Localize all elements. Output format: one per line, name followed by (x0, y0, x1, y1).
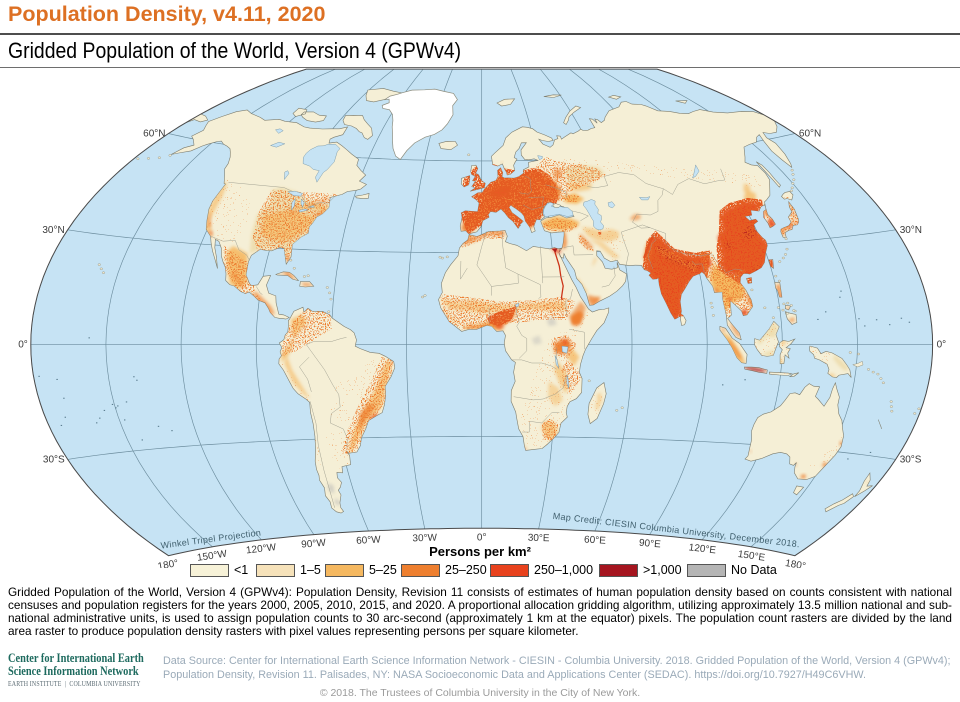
svg-text:60°E: 60°E (584, 534, 607, 546)
svg-text:30°N: 30°N (42, 225, 64, 236)
svg-text:150°E: 150°E (737, 549, 766, 564)
svg-text:180°: 180° (157, 558, 179, 568)
svg-text:150°W: 150°W (196, 549, 228, 564)
svg-text:90°E: 90°E (639, 538, 662, 551)
svg-text:0°: 0° (477, 532, 487, 543)
svg-text:60°W: 60°W (356, 534, 382, 546)
svg-text:30°S: 30°S (43, 454, 65, 465)
svg-text:120°E: 120°E (688, 542, 717, 556)
svg-text:0°: 0° (18, 340, 28, 351)
svg-text:180°: 180° (784, 558, 806, 568)
svg-text:90°W: 90°W (301, 538, 327, 551)
svg-text:60°N: 60°N (799, 129, 821, 140)
svg-text:0°: 0° (937, 340, 947, 351)
svg-text:30°S: 30°S (900, 454, 922, 465)
svg-text:30°W: 30°W (412, 533, 437, 545)
svg-text:120°W: 120°W (245, 542, 277, 556)
svg-text:30°N: 30°N (900, 225, 922, 236)
svg-text:60°N: 60°N (143, 129, 165, 140)
svg-text:30°E: 30°E (528, 533, 550, 545)
